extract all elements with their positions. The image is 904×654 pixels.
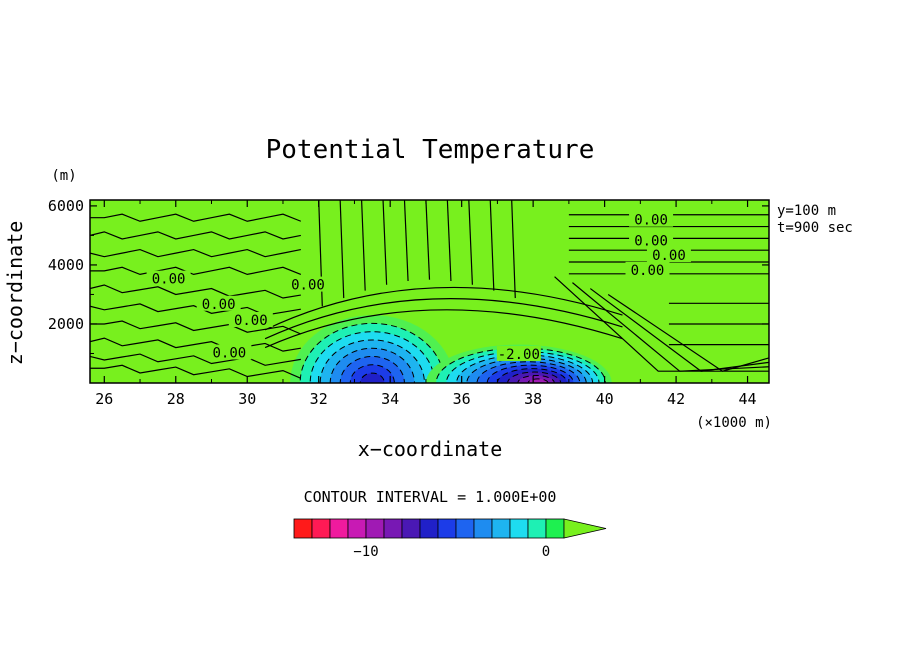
contour-line-diagonal	[572, 282, 769, 372]
contour-label: 0.00	[291, 278, 325, 294]
contour-line-diagonal	[589, 288, 769, 372]
contour-line-vertical	[425, 200, 431, 280]
contour-label-bg	[625, 261, 670, 277]
contour-label: 0.00	[634, 233, 668, 249]
contour-line-vertical	[403, 200, 409, 282]
contour-line-left	[90, 337, 301, 352]
colorbar	[293, 518, 607, 539]
contour-line-vertical	[511, 200, 516, 299]
x-unit-label: (×1000 m)	[696, 415, 772, 431]
y-axis-ticks: 2000 4000 6000	[48, 197, 769, 354]
contour-line-vertical	[382, 200, 388, 285]
contour-label: 0.00	[652, 248, 686, 264]
contour-interval-label: CONTOUR INTERVAL = 1.000E+00	[304, 488, 557, 506]
colorbar-swatch	[455, 518, 475, 539]
contour-label-bg	[496, 345, 541, 361]
colorbar-swatch	[527, 518, 547, 539]
contour-label: 0.00	[213, 345, 247, 361]
colorbar-extend-arrow	[563, 518, 607, 539]
info-y: y=100 m	[777, 203, 836, 219]
contour-line-dome	[264, 298, 623, 340]
colorbar-tick-label: −10	[353, 544, 378, 560]
x-tick-label: 26	[95, 390, 113, 408]
dashed-contour	[496, 368, 568, 383]
contour-line-left	[90, 248, 301, 258]
colorbar-swatch	[347, 518, 367, 539]
contour-line-left	[90, 213, 302, 222]
dashed-contour	[319, 339, 425, 383]
y-tick-label: 6000	[48, 197, 84, 215]
y-axis-label: z−coordinate	[3, 221, 27, 366]
contour-label-bg	[207, 344, 252, 360]
x-tick-label: 40	[596, 390, 614, 408]
contour-line-vertical	[468, 200, 473, 285]
colorbar-swatch	[401, 518, 421, 539]
x-tick-label: 32	[310, 390, 328, 408]
contour-label-bg	[146, 270, 191, 286]
x-tick-label: 36	[453, 390, 471, 408]
contour-label: 0.00	[634, 213, 668, 229]
plot-area: 0.000.000.000.000.000.000.000.000.00-2.0…	[90, 200, 769, 383]
contour-line-vertical	[446, 200, 452, 282]
contour-line-dome	[264, 309, 623, 349]
contour-line-vertical	[339, 200, 345, 299]
cold-pool-level-0-7	[360, 373, 385, 383]
x-tick-label: 34	[381, 390, 399, 408]
y-tick-label: 2000	[48, 315, 84, 333]
contour-labels: 0.000.000.000.000.000.000.000.000.00-2.0…	[146, 211, 691, 363]
y-unit-label: (m)	[51, 168, 76, 184]
contour-label: 0.00	[631, 263, 665, 279]
colorbar-swatch	[311, 518, 331, 539]
dashed-contour	[359, 372, 385, 383]
chart-title: Potential Temperature	[266, 135, 595, 165]
contour-label: 0.00	[202, 297, 236, 313]
x-tick-label: 38	[524, 390, 542, 408]
colorbar-swatch	[329, 518, 349, 539]
x-axis-label: x−coordinate	[358, 437, 503, 461]
contour-label: 0.00	[234, 313, 268, 329]
colorbar-swatch	[365, 518, 385, 539]
contour-label-bg	[646, 247, 691, 263]
contour-label: 0.00	[152, 272, 186, 288]
contour-lines	[90, 200, 769, 379]
contour-line-left	[90, 364, 302, 379]
x-tick-label: 42	[667, 390, 685, 408]
x-tick-label: 44	[739, 390, 757, 408]
plot-frame	[89, 199, 770, 384]
info-t: t=900 sec	[777, 220, 853, 236]
y-tick-label: 4000	[48, 256, 84, 274]
contour-line-vertical	[361, 200, 366, 291]
contour-line-diagonal	[554, 276, 769, 372]
contour-line-left	[90, 266, 302, 276]
colorbar-swatch	[545, 518, 565, 539]
contour-label-bg	[629, 211, 674, 227]
colorbar-tick-labels: −10 0	[353, 544, 550, 560]
contour-label-bg	[228, 312, 273, 328]
contour-line-vertical	[489, 200, 495, 291]
contour-label-bg	[629, 232, 674, 248]
x-tick-label: 30	[238, 390, 256, 408]
dashed-contour	[329, 347, 415, 383]
contour-label-bg	[196, 295, 241, 311]
x-tick-label: 28	[167, 390, 185, 408]
contour-line-left	[90, 231, 301, 240]
colorbar-swatch	[293, 518, 313, 539]
contour-line-dome	[264, 286, 623, 331]
x-axis-ticks: 26 28 30 32 34 36 38 40 42 44	[95, 200, 757, 408]
contour-label: -2.00	[498, 347, 540, 363]
colorbar-tick-label: 0	[542, 544, 550, 560]
colorbar-swatch	[437, 518, 457, 539]
contour-label-bg	[285, 276, 330, 292]
colorbar-swatch	[491, 518, 511, 539]
dashed-contour	[517, 374, 555, 383]
contour-line-left	[90, 284, 301, 299]
colorbar-swatch	[473, 518, 493, 539]
colorbar-swatch	[383, 518, 403, 539]
contour-line-diagonal	[607, 293, 769, 372]
contour-line-left	[90, 353, 301, 366]
colorbar-swatch	[509, 518, 529, 539]
colorbar-swatch	[419, 518, 439, 539]
